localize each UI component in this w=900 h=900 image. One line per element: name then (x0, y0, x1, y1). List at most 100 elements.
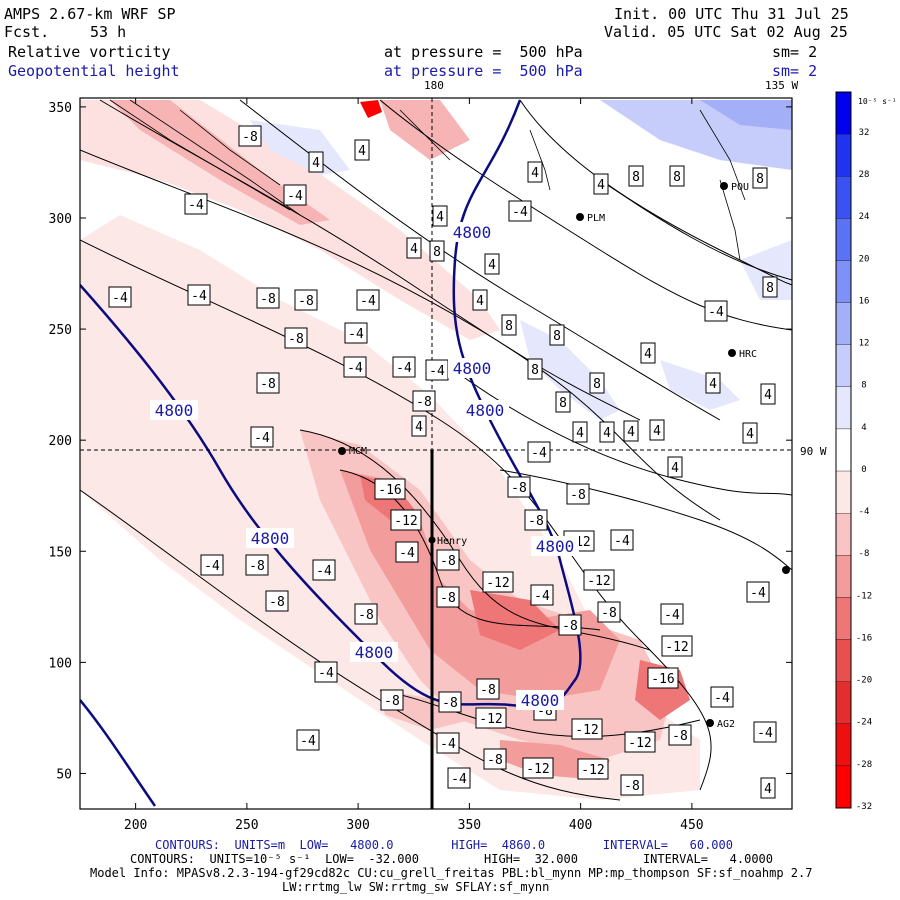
svg-text:8: 8 (531, 363, 539, 378)
svg-text:-4: -4 (757, 726, 773, 741)
vorticity-label: 4 (527, 161, 543, 183)
vorticity-label: 4 (484, 253, 500, 275)
svg-text:-4: -4 (534, 589, 550, 604)
vorticity-label: 8 (429, 240, 445, 262)
svg-text:4800: 4800 (155, 401, 194, 420)
vorticity-label: -4 (184, 193, 208, 215)
svg-text:-4: -4 (360, 294, 376, 309)
vorticity-label: -4 (610, 529, 634, 551)
svg-text:-4: -4 (316, 564, 332, 579)
dense-contours (109, 99, 746, 261)
svg-text:-4: -4 (429, 364, 445, 379)
colorbar: 32 28 24 20 16 12 8 4 0 -4 -8 -12 -16 -20 -24 -28 -32 (835, 91, 872, 812)
colorbar-segment (835, 302, 852, 345)
vorticity-label: 8 (527, 358, 543, 380)
colorbar-label: -24 (856, 718, 872, 728)
colorbar-label: -20 (856, 676, 872, 686)
vorticity-label: -8 (412, 390, 436, 412)
vorticity-label: 8 (555, 391, 571, 413)
vorticity-label: 8 (589, 372, 605, 394)
svg-text:-4: -4 (399, 546, 415, 561)
svg-text:4: 4 (358, 144, 366, 159)
vorticity-label: -8 (436, 586, 460, 608)
svg-text:-12: -12 (526, 762, 549, 777)
colorbar-label: -12 (856, 591, 872, 601)
svg-text:-8: -8 (528, 514, 544, 529)
vorticity-label: -8 (668, 724, 692, 746)
footer-contour1: CONTOURS: UNITS=m LOW= 4800.0 HIGH= 4860… (155, 838, 733, 852)
colorbar-segment (835, 176, 852, 219)
svg-text:-4: -4 (188, 198, 204, 213)
svg-text:-8: -8 (384, 694, 400, 709)
shade-pos4a (520, 320, 620, 420)
svg-text:8: 8 (632, 170, 640, 185)
svg-text:-4: -4 (287, 189, 303, 204)
vorticity-label: -4 (447, 767, 471, 789)
station-pou: POU (731, 182, 749, 193)
y-tick-label: 350 (49, 101, 72, 116)
svg-text:-4: -4 (112, 291, 128, 306)
svg-text:-4: -4 (531, 446, 547, 461)
svg-text:4800: 4800 (355, 643, 394, 662)
svg-text:-4: -4 (204, 559, 220, 574)
height-contours (80, 99, 582, 807)
svg-text:-4: -4 (664, 608, 680, 623)
vorticity-label: -16 (374, 478, 406, 500)
field1-smooth: sm= 2 (772, 43, 818, 61)
vorticity-label: -12 (583, 569, 615, 591)
colorbar-label: 12 (859, 339, 870, 349)
vorticity-label: 4 (705, 372, 721, 394)
svg-text:4: 4 (671, 461, 679, 476)
svg-text:-8: -8 (249, 559, 265, 574)
vorticity-label: -8 (256, 287, 280, 309)
height-label: 4800 (461, 400, 509, 420)
svg-text:-12: -12 (628, 736, 651, 751)
svg-text:-8: -8 (242, 130, 258, 145)
lon-label-135w: 135 W (765, 79, 798, 92)
colorbar-segment (835, 218, 852, 261)
station-ag2: AG2 (717, 719, 735, 730)
vorticity-label: -8 (265, 590, 289, 612)
vorticity-label: -12 (571, 718, 603, 740)
vorticity-label: -8 (558, 614, 582, 636)
colorbar-segment (835, 260, 852, 303)
svg-text:-12: -12 (394, 514, 417, 529)
height-labels: 4800 4800 4800 4800 4800 4800 4800 4800 (150, 222, 579, 710)
svg-text:-16: -16 (651, 672, 674, 687)
vorticity-label: -8 (438, 691, 462, 713)
svg-text:-4: -4 (396, 361, 412, 376)
vorticity-label: -4 (425, 359, 449, 381)
model-label: AMPS 2.67-km WRF SP (4, 5, 176, 23)
svg-text:4: 4 (488, 258, 496, 273)
vorticity-label: 4 (308, 151, 324, 173)
vorticity-label: -4 (392, 356, 416, 378)
colorbar-label: 4 (861, 423, 866, 433)
colorbar-segment (835, 133, 852, 177)
svg-text:-8: -8 (440, 554, 456, 569)
vorticity-label: 4 (667, 456, 683, 478)
vorticity-label: -8 (620, 774, 644, 796)
station-pou-dot (720, 182, 728, 190)
svg-text:-4: -4 (191, 289, 207, 304)
forecast-label: Fcst. (4, 23, 50, 41)
vorticity-label: -8 (256, 372, 280, 394)
footer-model-info2: LW:rrtmg_lw SW:rrtmg_sw SFLAY:sf_mynn (282, 880, 550, 894)
field1-name: Relative vorticity (8, 43, 171, 61)
colorbar-label: 20 (859, 254, 870, 264)
vorticity-label: -4 (508, 200, 532, 222)
station-mcm: MCM (349, 446, 367, 457)
svg-text:4: 4 (627, 425, 635, 440)
svg-text:4800: 4800 (453, 359, 492, 378)
svg-text:-4: -4 (451, 772, 467, 787)
colorbar-segment (835, 765, 852, 809)
vorticity-label: -4 (108, 286, 132, 308)
svg-text:8: 8 (766, 281, 774, 296)
svg-text:-8: -8 (269, 595, 285, 610)
height-label: 4800 (246, 528, 294, 548)
shade-pos4d (740, 240, 792, 300)
colorbar-segment (835, 555, 852, 598)
svg-text:4: 4 (764, 782, 772, 797)
svg-text:4: 4 (576, 426, 584, 441)
